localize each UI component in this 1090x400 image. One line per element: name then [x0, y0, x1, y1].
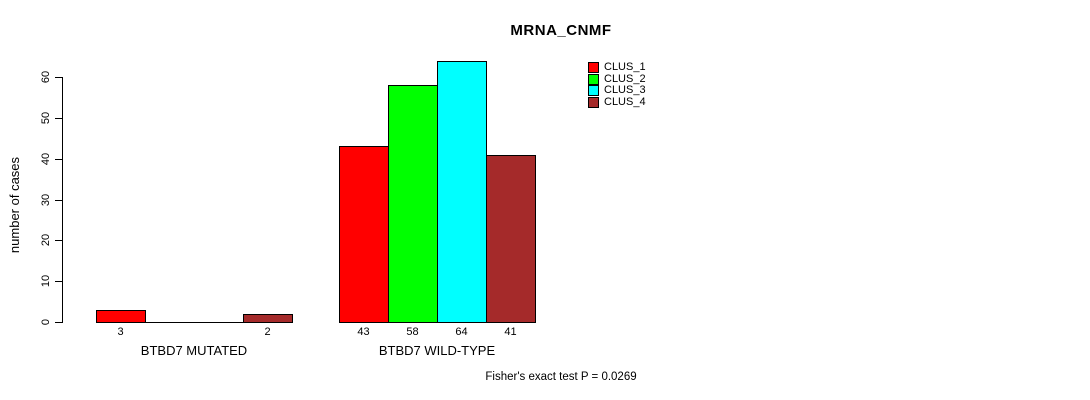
legend-item: CLUS_3: [588, 85, 646, 96]
y-axis-label: number of cases: [7, 156, 22, 254]
y-tick: [55, 322, 62, 323]
legend-label: CLUS_4: [604, 95, 646, 108]
legend-swatch: [588, 62, 599, 73]
bar-value-label: 43: [357, 326, 370, 338]
x-category-label: BTBD7 WILD-TYPE: [378, 343, 496, 358]
bar: [243, 314, 293, 323]
bar: [194, 322, 244, 323]
chart-title: MRNA_CNMF: [510, 22, 612, 39]
bar-value-label: 2: [264, 326, 271, 338]
y-tick-label: 10: [40, 274, 52, 288]
bar-value-label: 3: [117, 326, 124, 338]
legend-label: CLUS_3: [604, 84, 646, 96]
bar: [388, 85, 438, 323]
y-tick-label: 50: [40, 111, 52, 125]
y-axis-line: [62, 77, 63, 323]
y-tick: [55, 118, 62, 119]
y-tick: [55, 159, 62, 160]
legend-swatch: [588, 85, 599, 96]
legend-label: CLUS_2: [604, 72, 646, 85]
y-tick-label: 60: [40, 70, 52, 84]
y-tick-label: 30: [40, 193, 52, 207]
legend-item: CLUS_2: [588, 72, 646, 85]
bar-value-label: 58: [406, 326, 419, 338]
y-tick: [55, 281, 62, 282]
y-tick: [55, 200, 62, 201]
bar-value-label: 41: [504, 326, 517, 338]
stat-annotation: Fisher's exact test P = 0.0269: [485, 371, 637, 383]
y-tick: [55, 240, 62, 241]
y-tick: [55, 77, 62, 78]
y-tick-label: 20: [40, 233, 52, 247]
bar: [486, 155, 536, 323]
bar-value-label: 64: [455, 326, 468, 338]
x-category-label: BTBD7 MUTATED: [140, 343, 248, 358]
bar: [145, 322, 195, 323]
y-tick-label: 0: [40, 318, 52, 326]
legend-swatch: [588, 73, 599, 85]
legend-swatch: [588, 96, 599, 108]
legend-item: CLUS_1: [588, 62, 646, 73]
legend-label: CLUS_1: [604, 61, 646, 73]
y-tick-label: 40: [40, 152, 52, 166]
bar: [96, 310, 146, 323]
bar: [339, 146, 389, 323]
legend-item: CLUS_4: [588, 95, 646, 108]
bar: [437, 61, 487, 323]
